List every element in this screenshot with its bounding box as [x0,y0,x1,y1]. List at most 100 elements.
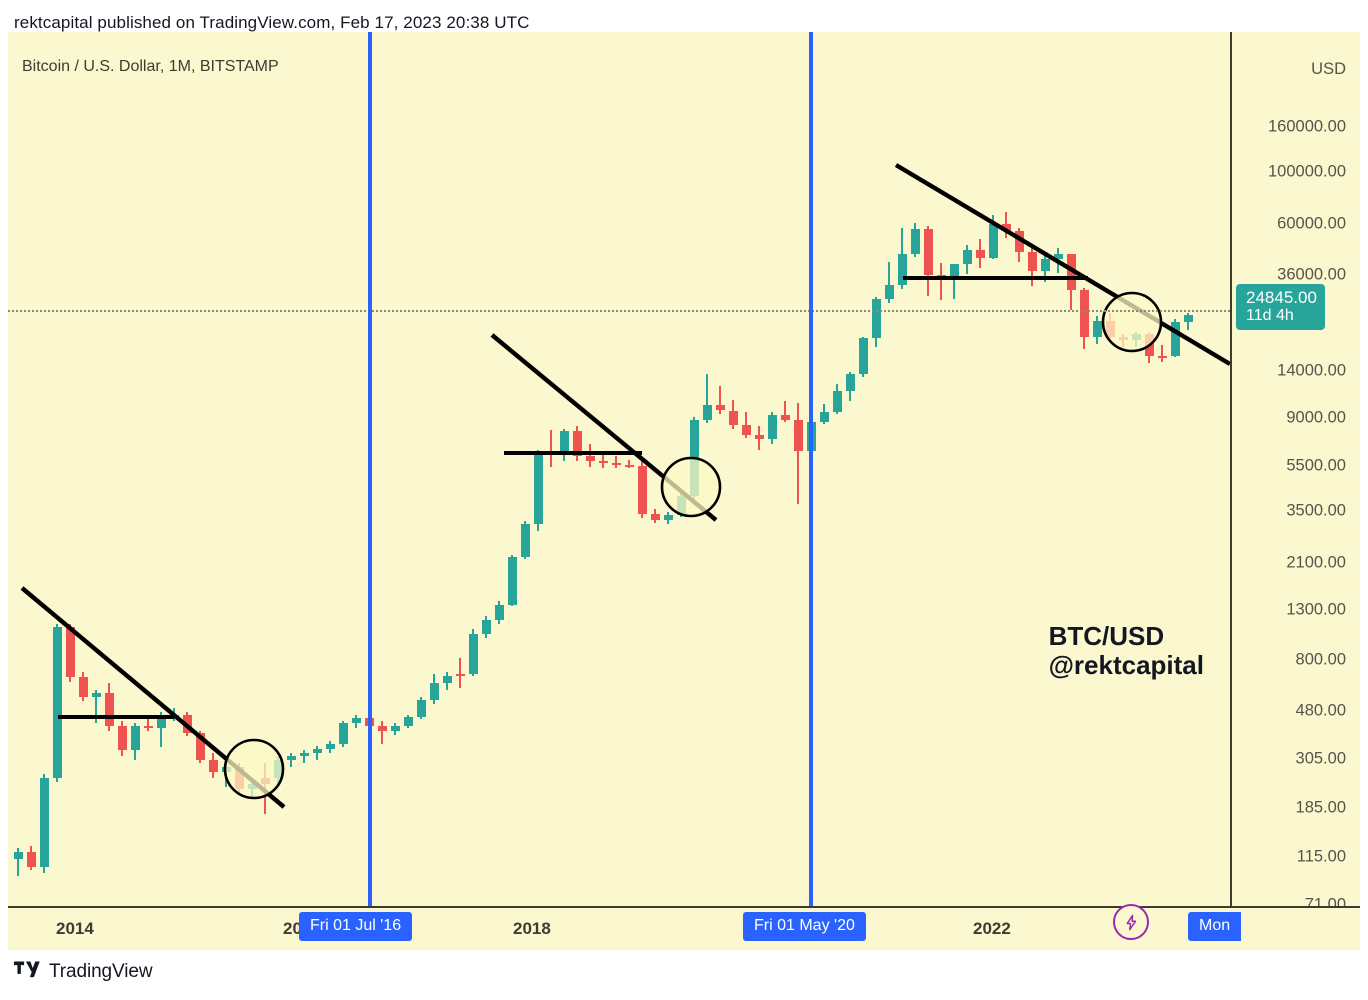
candle-body [871,299,881,339]
candle-body [689,420,699,497]
candlestick [481,615,491,639]
candlestick [598,452,608,469]
candle-body [923,229,933,275]
candle-body [975,250,985,258]
candle-body [260,778,270,785]
candle-body [234,766,244,789]
candle-wick [550,430,552,467]
candle-body [312,748,322,754]
candlestick [754,426,764,450]
price-tick-label: 2100.00 [1286,553,1346,572]
price-tick-label: 305.00 [1295,749,1346,768]
price-tick-label: 100000.00 [1268,162,1346,181]
candlestick [494,601,504,625]
candlestick [1053,247,1063,273]
candlestick [247,782,257,799]
candle-body [858,338,868,374]
price-tick-label: 115.00 [1296,847,1346,866]
candlestick [533,449,543,532]
watermark-line2: @rektcapital [1048,650,1204,681]
candle-body [585,456,595,462]
candlestick [1066,253,1076,311]
candlestick [442,671,452,690]
candlestick [871,297,881,348]
time-cursor-badge[interactable]: Fri 01 Jul '16 [299,912,413,941]
candle-body [65,627,75,678]
chart-pane[interactable]: Bitcoin / U.S. Dollar, 1M, BITSTAMP BTC/… [8,32,1230,906]
candle-body [1157,355,1167,358]
candlestick [650,509,660,523]
candlestick [13,847,23,876]
candle-body [195,733,205,760]
candle-body [1040,258,1050,271]
candlestick [52,624,62,783]
candle-body [1092,321,1102,338]
candlestick [780,401,790,422]
price-tick-label: 185.00 [1295,798,1346,817]
time-cursor-badge[interactable]: Mon [1188,912,1241,941]
time-cursor-badge[interactable]: Fri 01 May '20 [743,912,866,941]
candle-body [559,431,569,455]
candle-body [897,253,907,286]
candle-body [637,465,647,514]
candle-body [52,627,62,779]
candle-body [572,431,582,457]
candlestick [130,723,140,760]
candlestick [676,493,686,517]
candle-wick [459,658,461,689]
candle-wick [1057,247,1059,273]
candlestick [611,456,621,468]
candlestick [273,756,283,785]
candle-body [286,756,296,760]
candle-body [481,620,491,634]
candlestick [507,554,517,606]
candlestick [195,730,205,764]
tradingview-brand-label: TradingView [49,961,153,982]
candlestick [949,264,959,300]
candle-body [351,717,361,724]
candle-body [130,725,140,751]
candle-body [104,693,114,726]
candlestick [78,671,88,701]
candle-body [676,496,686,516]
candlestick [26,845,36,871]
candlestick [546,430,556,467]
candlestick [39,774,49,873]
candlestick [455,658,465,689]
candle-wick [303,750,305,764]
candlestick [819,404,829,424]
time-tick-label: 2022 [973,919,1011,938]
candlestick [520,521,530,559]
candle-body [78,677,88,697]
candle-body [1014,231,1024,253]
vertical-cursor-line[interactable] [809,32,813,906]
candlestick [156,712,166,748]
symbol-legend[interactable]: Bitcoin / U.S. Dollar, 1M, BITSTAMP [22,58,279,75]
candlestick [858,336,868,377]
candlestick [1183,312,1193,330]
candlestick [663,512,673,525]
vertical-cursor-line[interactable] [368,32,372,906]
candle-body [117,725,127,751]
candlestick [624,459,634,469]
candle-body [767,414,777,440]
candle-body [962,250,972,265]
chart-frame: Bitcoin / U.S. Dollar, 1M, BITSTAMP BTC/… [8,32,1360,940]
price-tick-label: 36000.00 [1277,265,1346,284]
candle-body [988,224,998,258]
candle-body [520,524,530,557]
lightning-bolt-icon[interactable] [1113,904,1149,940]
downtrend-line-3[interactable] [894,163,1230,366]
candle-body [468,633,478,675]
price-scale[interactable]: USD 160000.00 100000.00 60000.00 36000.00 14… [1230,32,1360,914]
candle-body [793,420,803,452]
candle-body [13,852,23,860]
candle-body [650,513,660,520]
candlestick [832,383,842,414]
current-price-badge[interactable]: 24845.00 11d 4h [1236,284,1325,330]
downtrend-line-2[interactable] [490,333,718,522]
candle-body [1027,252,1037,271]
candlestick [286,753,296,767]
